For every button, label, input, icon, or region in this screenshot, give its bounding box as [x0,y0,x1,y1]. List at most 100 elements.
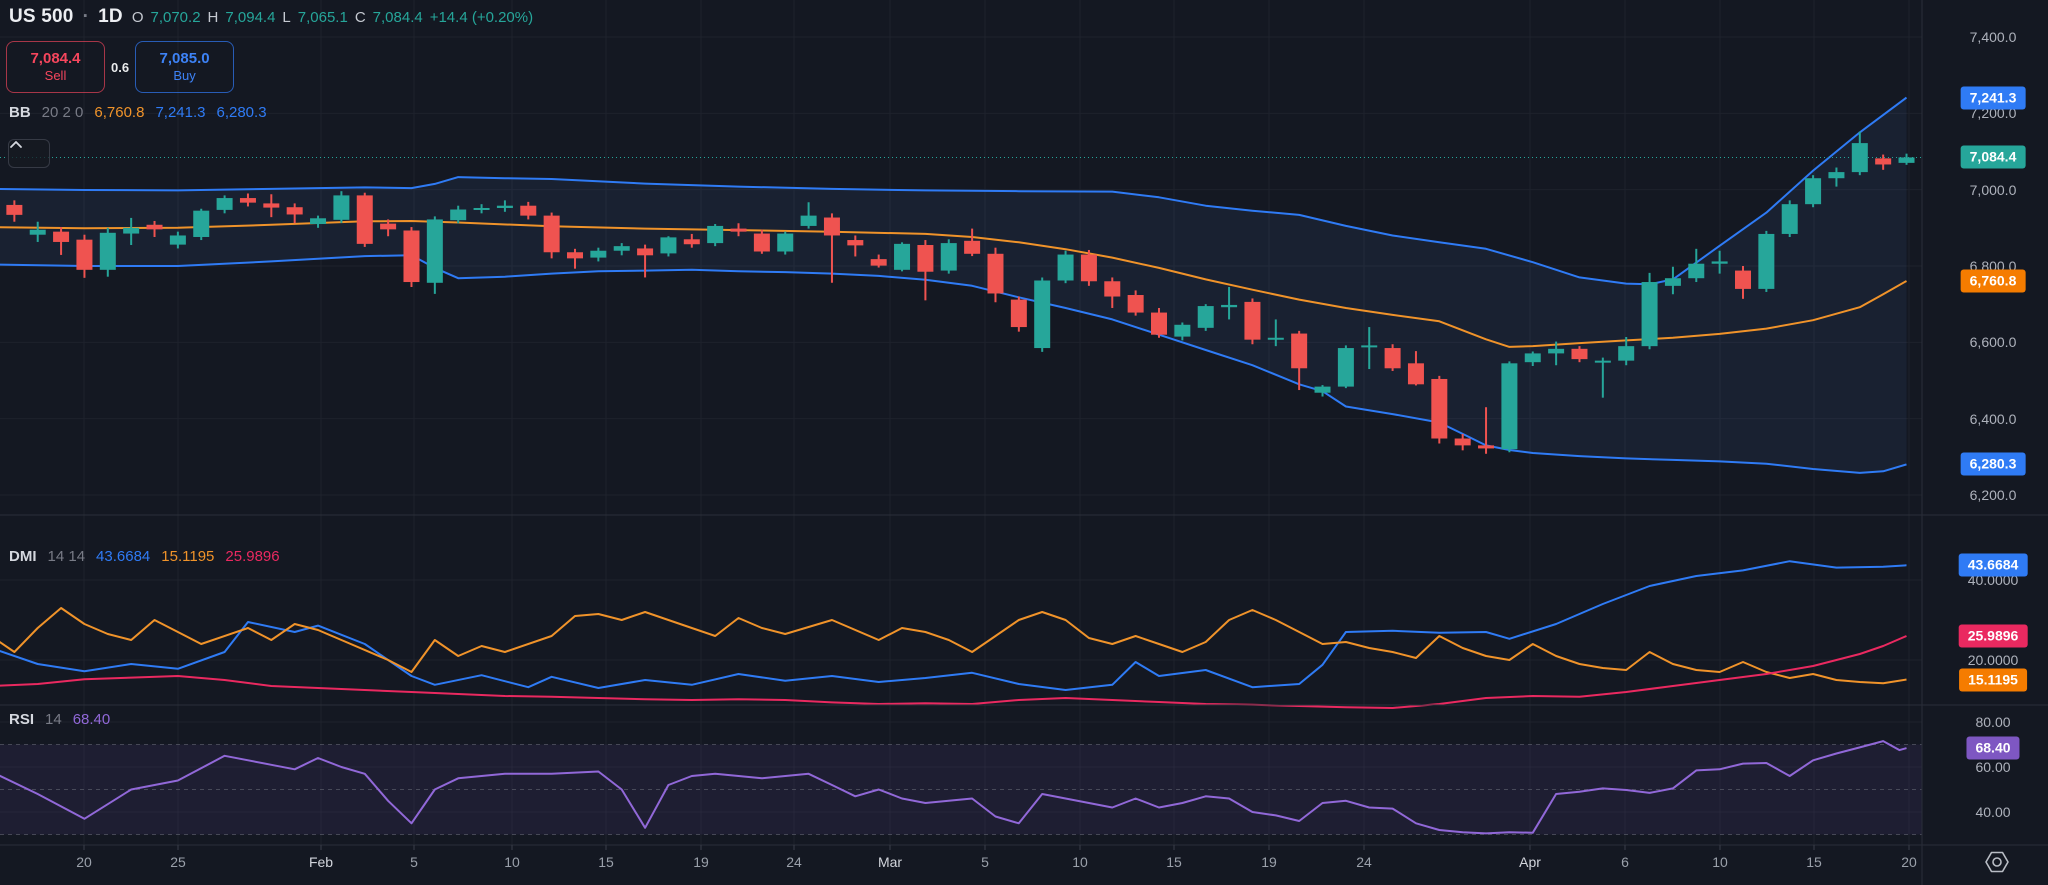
time-axis-label: 19 [693,854,709,870]
candle-body [1851,143,1868,173]
candle-body [870,259,887,266]
bb-fill [0,97,1907,473]
candle-body [1080,254,1097,282]
sell-button[interactable]: 7,084.4 Sell [6,41,105,93]
candle-body [1688,263,1705,279]
candle-body [193,210,210,237]
rsi-value: 68.40 [72,711,111,728]
symbol-separator: · [82,6,90,27]
dmi-name: DMI [9,548,37,565]
candle-body [590,250,607,258]
candle-body [356,195,373,244]
candle-body [1291,333,1308,369]
dmi-minus-di-value: 25.9896 [225,548,280,565]
rsi-legend[interactable]: RSI 14 68.40 [9,711,110,728]
price-axis-label: 6,600.0 [1969,334,2017,351]
candle-body [1221,304,1238,308]
price-value-badge: 7,084.4 [1960,145,2026,169]
candle-body [1898,157,1915,163]
chevron-up-icon [10,141,22,148]
candle-body [1407,363,1424,385]
chart-layers [0,96,1922,835]
dmi-value-badge: 43.6684 [1958,553,2028,577]
dmi-axis-label: 20.0000 [1967,652,2019,668]
candle-body [1384,348,1401,369]
candle-body [403,230,420,283]
candle-body [333,195,350,220]
price-axis-label: 7,400.0 [1969,29,2017,45]
candle-body [847,240,864,246]
candle-body [777,233,794,252]
rsi-axis-label: 60.00 [1975,759,2011,775]
high-letter: H [207,9,219,26]
candle-body [1127,295,1144,313]
dmi-minus_di-line [0,635,1907,709]
dmi-adx-value: 43.6684 [96,548,151,565]
candle-body [146,224,163,230]
buy-button[interactable]: 7,085.0 Buy [135,41,235,93]
bb-name: BB [9,104,31,121]
change-value: +14.4 (+0.20%) [429,9,534,26]
time-axis-label: 10 [1712,854,1728,870]
dmi-adx-line [0,560,1907,691]
candle-body [1361,345,1378,348]
candle-body [1875,158,1892,165]
candle-body [987,253,1004,294]
candle-body [1174,324,1191,337]
interval-label[interactable]: 1D [98,6,123,27]
candle-body [263,203,280,208]
time-axis-label: 24 [786,854,802,870]
candle-body [1314,386,1331,393]
candle-body [1548,348,1565,354]
symbol-name: US 500 [9,6,74,27]
symbol-legend[interactable]: US 500 · 1D O 7,070.2 H 7,094.4 L 7,065.1 C… [9,6,533,28]
candle-body [683,239,700,245]
rsi-line [0,740,1907,835]
hexagon-nut-settings-icon[interactable] [1983,848,2011,876]
time-axis-label: 15 [1166,854,1182,870]
spread-value: 0.6 [111,59,130,75]
bb-legend[interactable]: BB 20 2 0 6,760.8 7,241.3 6,280.3 [9,104,267,121]
candle-body [1034,280,1051,349]
candle-body [964,240,981,254]
candle-body [613,246,630,251]
candle-body [1057,254,1074,281]
candle-body [6,204,23,215]
close-letter: C [354,9,366,26]
candle-body [29,229,46,235]
open-letter: O [131,9,144,26]
candle-body [1104,281,1121,297]
time-axis-label: 10 [1072,854,1088,870]
candle-body [1151,312,1167,335]
candle-body [53,231,70,242]
legend-collapse-button[interactable] [8,139,50,168]
time-axis-label: 15 [598,854,614,870]
dmi-legend[interactable]: DMI 14 14 43.6684 15.1195 25.9896 [9,548,280,565]
candle-body [567,252,583,259]
trade-panel: 7,084.4 Sell 0.6 7,085.0 Buy [6,41,235,93]
candle-body [753,233,770,252]
candle-body [496,205,513,208]
time-axis-label: 5 [410,854,418,870]
candle-body [426,219,443,283]
dmi-value-badge: 25.9896 [1958,624,2028,648]
candle-body [1244,301,1261,340]
bb-lower-value: 6,280.3 [216,104,267,121]
candle-body [823,217,840,236]
close-value: 7,084.4 [372,9,423,26]
candle-body [1618,346,1635,361]
candle-body [310,218,327,225]
price-value-badge: 7,241.3 [1960,86,2026,110]
candle-body [450,209,467,221]
low-letter: L [282,9,291,26]
candle-body [1197,306,1214,328]
time-axis-label: 15 [1806,854,1822,870]
candle-body [380,223,397,230]
candle-body [169,235,186,245]
time-axis-label: 20 [76,854,92,870]
candle-body [1010,299,1027,328]
time-axis-label: Mar [877,854,903,870]
sell-price: 7,084.4 [30,49,81,67]
